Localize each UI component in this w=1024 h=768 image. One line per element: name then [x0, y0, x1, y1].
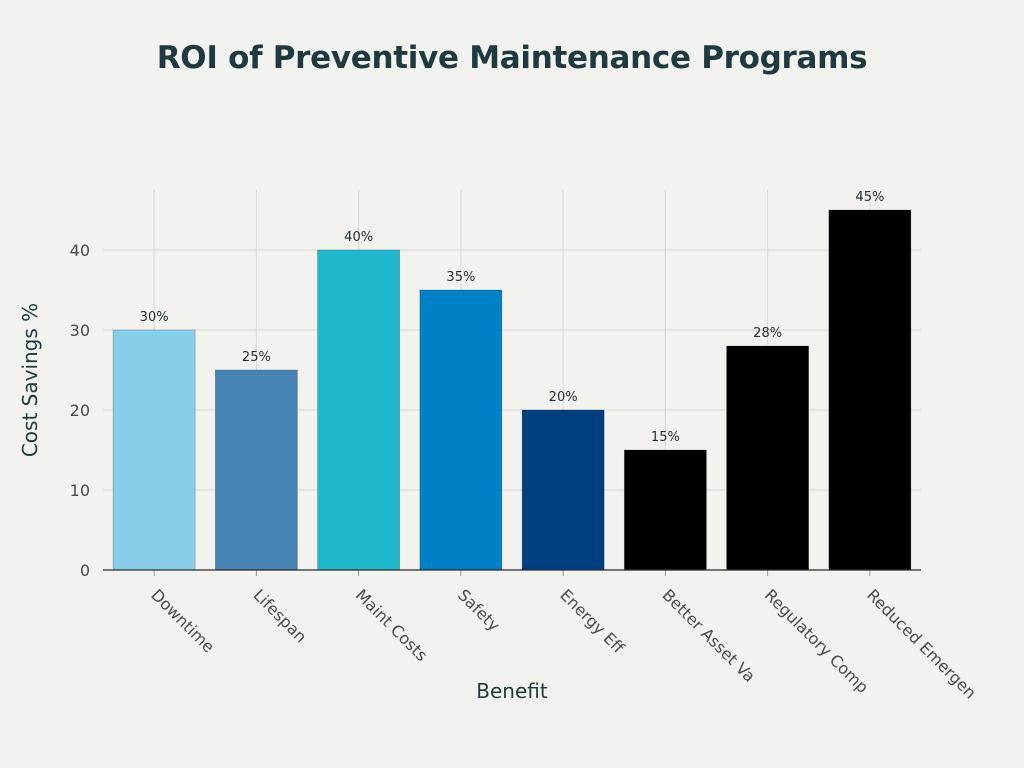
y-tick-label: 30 — [70, 321, 90, 340]
bar-maint-costs — [317, 249, 401, 571]
bar-safety — [419, 289, 503, 571]
axis-layer — [103, 569, 921, 576]
bar-layer — [112, 209, 912, 571]
bar-data-label: 28% — [753, 326, 782, 341]
bar-data-label: 40% — [344, 230, 373, 245]
bar-data-label: 45% — [855, 190, 884, 205]
x-tick-label: Energy Eff — [556, 585, 628, 657]
bar-regulatory-comp — [726, 345, 810, 571]
bar-lifespan — [214, 369, 298, 571]
y-axis-title: Cost Savings % — [18, 303, 42, 457]
bar-data-label: 25% — [242, 350, 271, 365]
bar-data-label: 35% — [446, 270, 475, 285]
x-tick-label: Reduced Emergen — [863, 585, 980, 702]
x-tick-label: Regulatory Comp — [761, 585, 873, 697]
x-tick-label: Better Asset Va — [659, 585, 760, 686]
bar-energy-eff — [521, 409, 605, 571]
bar-data-label: 20% — [549, 390, 578, 405]
bar-reduced-emergen — [828, 209, 912, 571]
y-tick-label: 0 — [80, 561, 90, 580]
bar-data-label: 30% — [140, 310, 169, 325]
x-tick-label: Downtime — [147, 585, 218, 656]
y-tick-label: 10 — [70, 481, 90, 500]
chart-title: ROI of Preventive Maintenance Programs — [156, 40, 868, 76]
bar-better-asset-va — [623, 449, 707, 571]
x-tick-label: Lifespan — [250, 585, 311, 646]
x-tick-label: Maint Costs — [352, 585, 432, 665]
x-tick-label: Safety — [454, 585, 504, 635]
bar-downtime — [112, 329, 196, 571]
y-tick-label: 20 — [70, 401, 90, 420]
bar-data-label: 15% — [651, 430, 680, 445]
y-tick-label: 40 — [70, 241, 90, 260]
x-axis-title: Benefit — [476, 679, 548, 703]
